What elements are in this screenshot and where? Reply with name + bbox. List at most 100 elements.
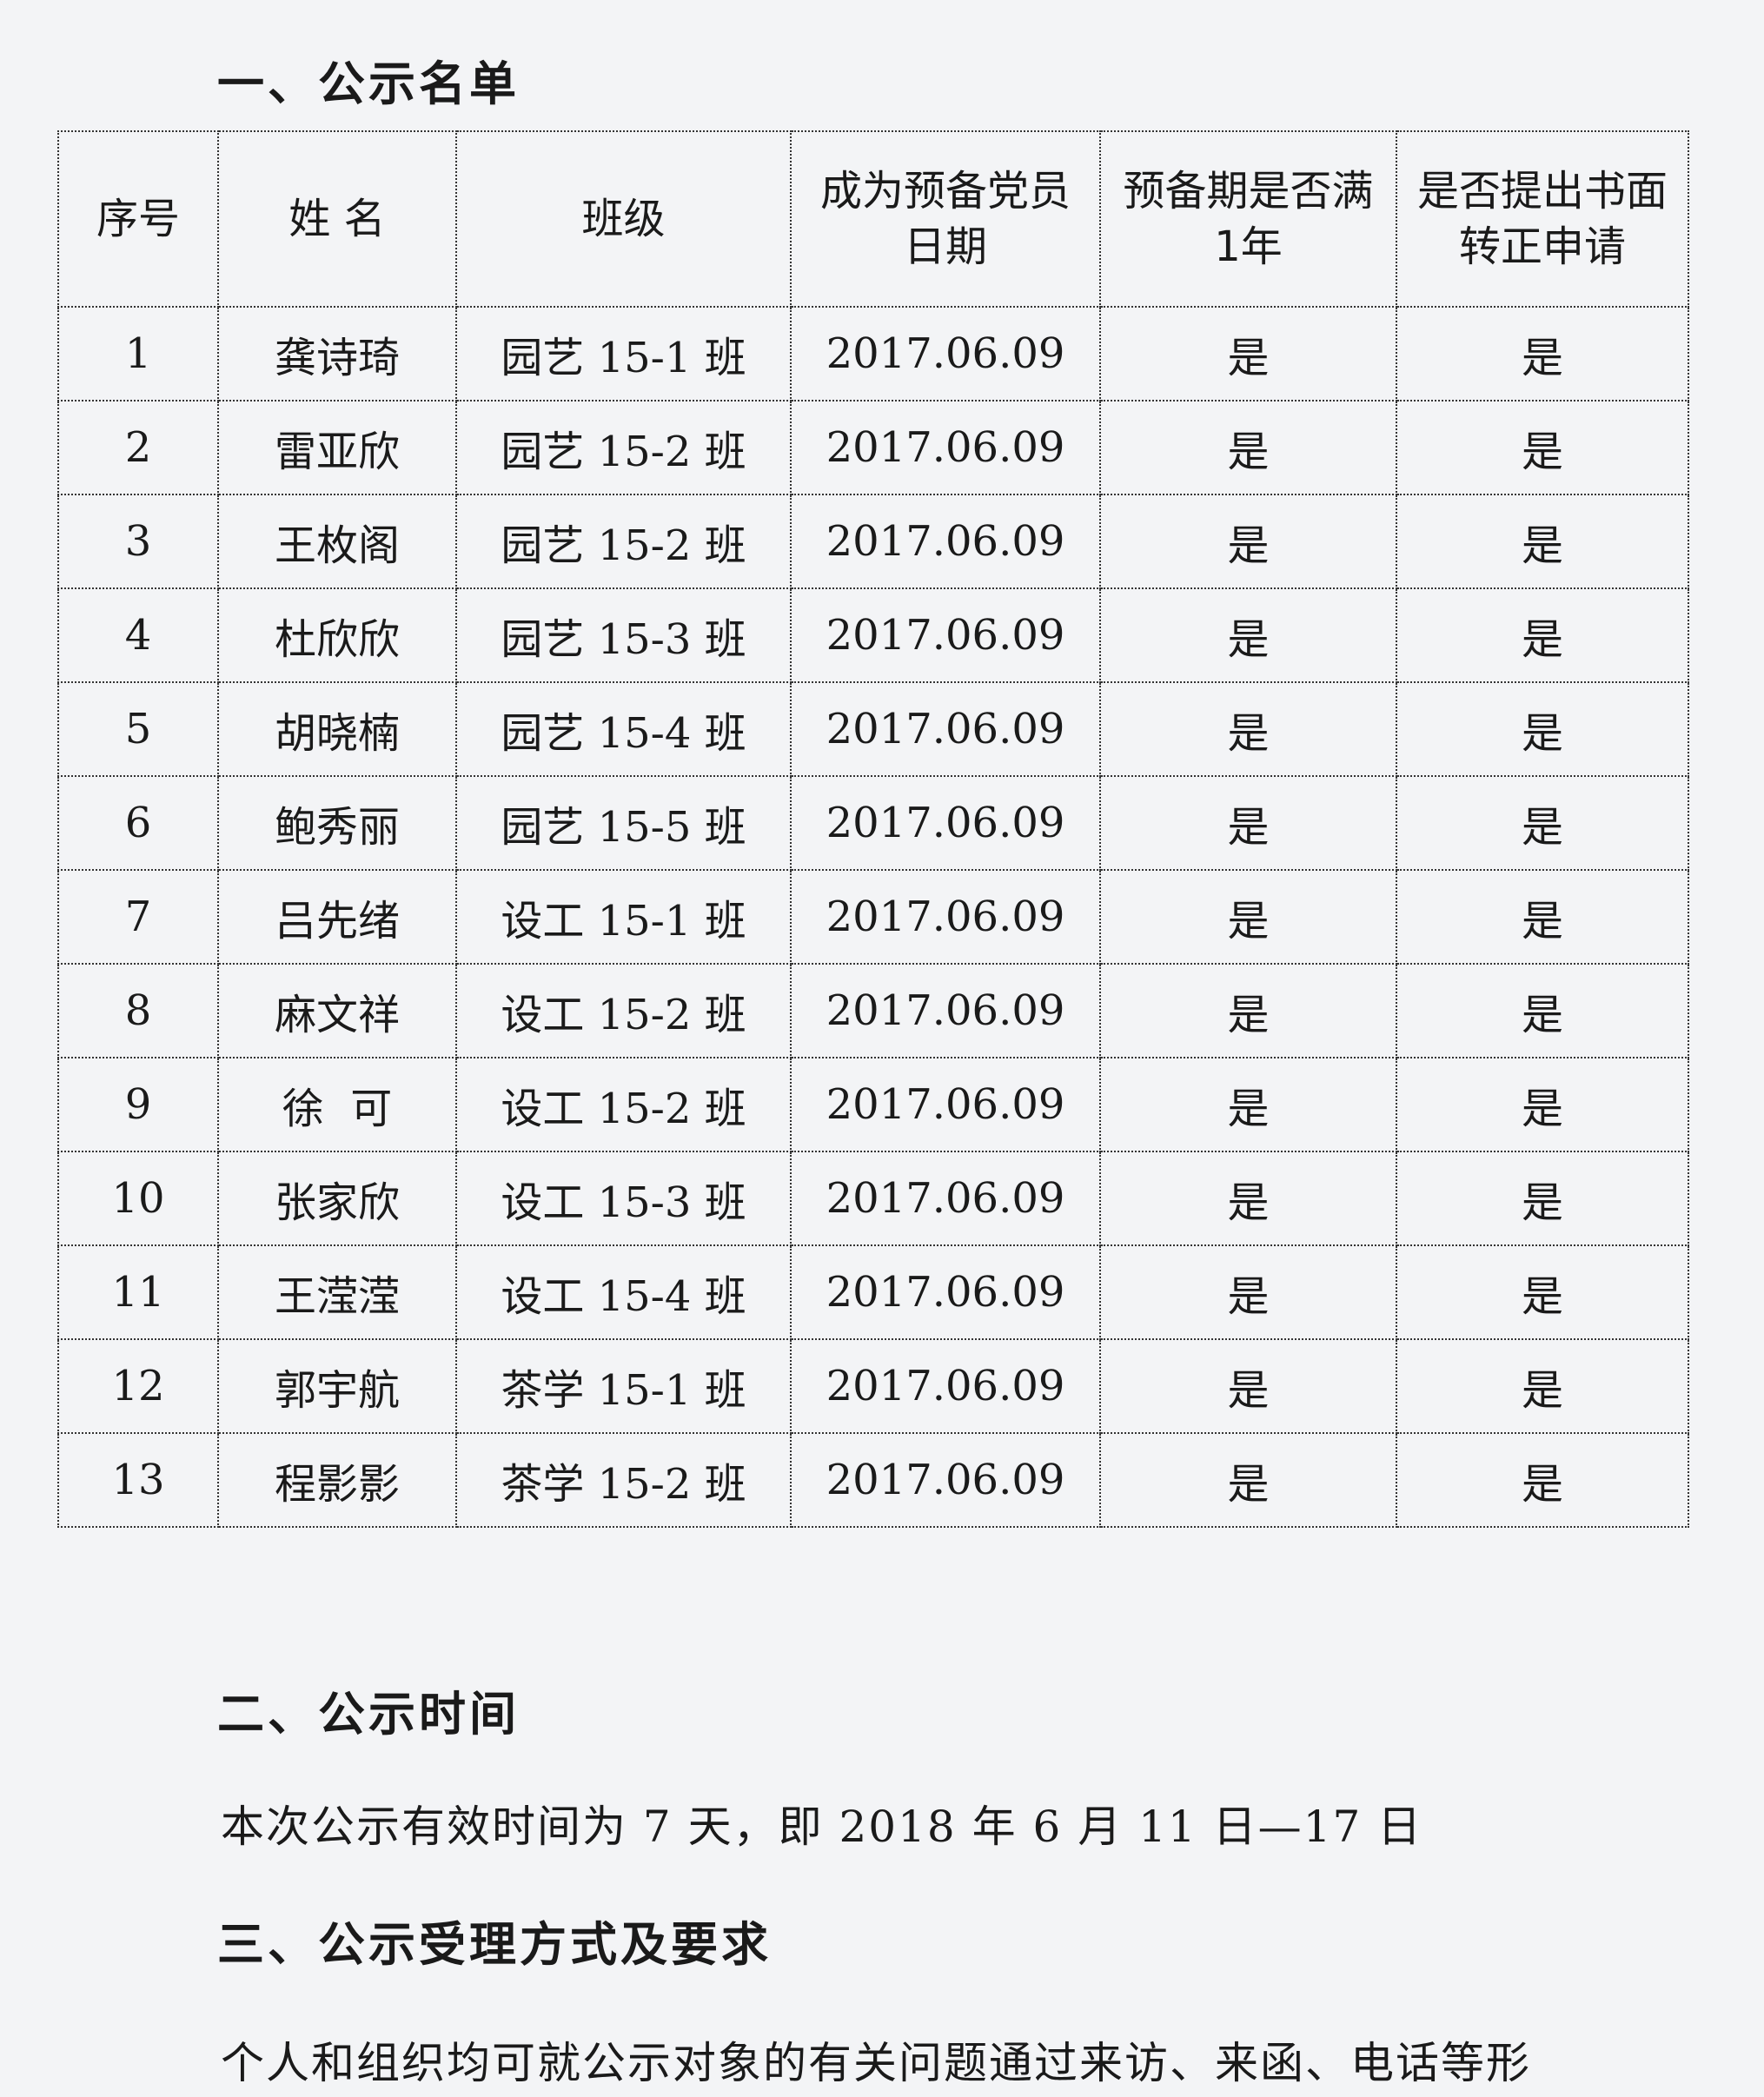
table-cell: 茶学 15-1 班 [455,1338,792,1434]
table-row: 5 胡晓楠 园艺 15-4 班 2017.06.09 是是 [57,681,1689,777]
table-row: 11 王滢滢 设工 15-4 班 2017.06.09 是是 [57,1244,1689,1340]
table-cell: 设工 15-1 班 [455,869,792,965]
table-cell: 2017.06.09 [790,306,1101,401]
table-cell: 设工 15-2 班 [455,1057,792,1152]
table-cell: 龚诗琦 [217,306,457,401]
column-header: 班级 [455,130,792,308]
table-row: 12 郭宇航 茶学 15-1 班 2017.06.09 是是 [57,1338,1689,1434]
table-cell: 2017.06.09 [790,963,1101,1058]
table-cell: 是 [1396,587,1689,683]
table-cell: 是 [1396,494,1689,589]
section-2-text: 本次公示有效时间为 7 天，即 2018 年 6 月 11 日—17 日 [221,1802,1423,1852]
table-cell: 8 [57,963,219,1058]
table-cell: 是 [1396,1151,1689,1246]
table-cell: 程影影 [217,1432,457,1528]
section-1-heading: 一、公示名单 [217,56,520,111]
table-cell: 是 [1396,775,1689,871]
table-cell: 5 [57,681,219,777]
column-header: 姓 名 [217,130,457,308]
table-cell: 胡晓楠 [217,681,457,777]
table-cell: 是 [1099,400,1397,495]
table-cell: 2017.06.09 [790,1244,1101,1340]
table-cell: 麻文祥 [217,963,457,1058]
table-row: 6 鲍秀丽 园艺 15-5 班 2017.06.09 是是 [57,775,1689,871]
table-cell: 6 [57,775,219,871]
table-cell: 鲍秀丽 [217,775,457,871]
table-cell: 10 [57,1151,219,1246]
table-cell: 王滢滢 [217,1244,457,1340]
table-cell: 园艺 15-4 班 [455,681,792,777]
column-header: 序号 [57,130,219,308]
table-cell: 2017.06.09 [790,494,1101,589]
table-cell: 园艺 15-5 班 [455,775,792,871]
table-row: 4 杜欣欣 园艺 15-3 班 2017.06.09 是是 [57,587,1689,683]
table-cell: 是 [1099,494,1397,589]
table-cell: 是 [1099,775,1397,871]
table-cell: 是 [1396,1244,1689,1340]
table-cell: 2017.06.09 [790,869,1101,965]
table-cell: 园艺 15-3 班 [455,587,792,683]
table-cell: 徐 可 [217,1057,457,1152]
table-cell: 是 [1396,963,1689,1058]
table-cell: 11 [57,1244,219,1340]
table-cell: 是 [1099,1244,1397,1340]
column-header: 是否提出书面 转正申请 [1396,130,1689,308]
table-cell: 是 [1099,963,1397,1058]
table-header-row: 序号姓 名班级 成为预备党员 日期 预备期是否满 1年 是否提出书面 转正申请 [57,130,1689,308]
table-row: 7 吕先绪 设工 15-1 班 2017.06.09 是是 [57,869,1689,965]
table-cell: 王枚阁 [217,494,457,589]
table-cell: 2017.06.09 [790,681,1101,777]
table-cell: 2017.06.09 [790,1432,1101,1528]
table-cell: 是 [1099,681,1397,777]
table-cell: 设工 15-3 班 [455,1151,792,1246]
table-cell: 7 [57,869,219,965]
table-cell: 是 [1099,1057,1397,1152]
table-cell: 是 [1396,1338,1689,1434]
table-cell: 9 [57,1057,219,1152]
table-cell: 13 [57,1432,219,1528]
table-cell: 茶学 15-2 班 [455,1432,792,1528]
table-cell: 2017.06.09 [790,1151,1101,1246]
table-cell: 是 [1099,587,1397,683]
candidate-table: 序号姓 名班级 成为预备党员 日期 预备期是否满 1年 是否提出书面 转正申请 1 龚诗… [57,130,1689,1528]
table-cell: 是 [1396,681,1689,777]
section-2-heading: 二、公示时间 [217,1687,520,1742]
table-cell: 是 [1396,1432,1689,1528]
table-row: 1 龚诗琦 园艺 15-1 班 2017.06.09 是是 [57,306,1689,401]
table-cell: 3 [57,494,219,589]
table-cell: 杜欣欣 [217,587,457,683]
table-cell: 设工 15-4 班 [455,1244,792,1340]
table-cell: 园艺 15-2 班 [455,400,792,495]
table-cell: 张家欣 [217,1151,457,1246]
table-cell: 是 [1099,1151,1397,1246]
table-row: 2 雷亚欣 园艺 15-2 班 2017.06.09 是是 [57,400,1689,495]
table-cell: 2017.06.09 [790,587,1101,683]
table-cell: 2017.06.09 [790,400,1101,495]
table-cell: 园艺 15-1 班 [455,306,792,401]
column-header: 成为预备党员 日期 [790,130,1101,308]
table-cell: 是 [1396,400,1689,495]
table-row: 3 王枚阁 园艺 15-2 班 2017.06.09 是是 [57,494,1689,589]
table-cell: 2017.06.09 [790,1338,1101,1434]
table-row: 10 张家欣 设工 15-3 班 2017.06.09 是是 [57,1151,1689,1246]
table-cell: 设工 15-2 班 [455,963,792,1058]
table-cell: 是 [1099,1432,1397,1528]
table-cell: 是 [1396,306,1689,401]
table-cell: 1 [57,306,219,401]
table-row: 13 程影影 茶学 15-2 班 2017.06.09 是是 [57,1432,1689,1528]
table-cell: 2017.06.09 [790,775,1101,871]
table-cell: 是 [1099,306,1397,401]
table-cell: 园艺 15-2 班 [455,494,792,589]
table-cell: 2017.06.09 [790,1057,1101,1152]
table-cell: 是 [1099,869,1397,965]
table-cell: 郭宇航 [217,1338,457,1434]
section-3-heading: 三、公示受理方式及要求 [217,1917,772,1972]
table-row: 8 麻文祥 设工 15-2 班 2017.06.09 是是 [57,963,1689,1058]
section-3-text: 个人和组织均可就公示对象的有关问题通过来访、来函、电话等形 [221,2038,1531,2088]
table-cell: 是 [1396,869,1689,965]
table-cell: 2 [57,400,219,495]
table-cell: 吕先绪 [217,869,457,965]
table-cell: 是 [1396,1057,1689,1152]
table-cell: 12 [57,1338,219,1434]
